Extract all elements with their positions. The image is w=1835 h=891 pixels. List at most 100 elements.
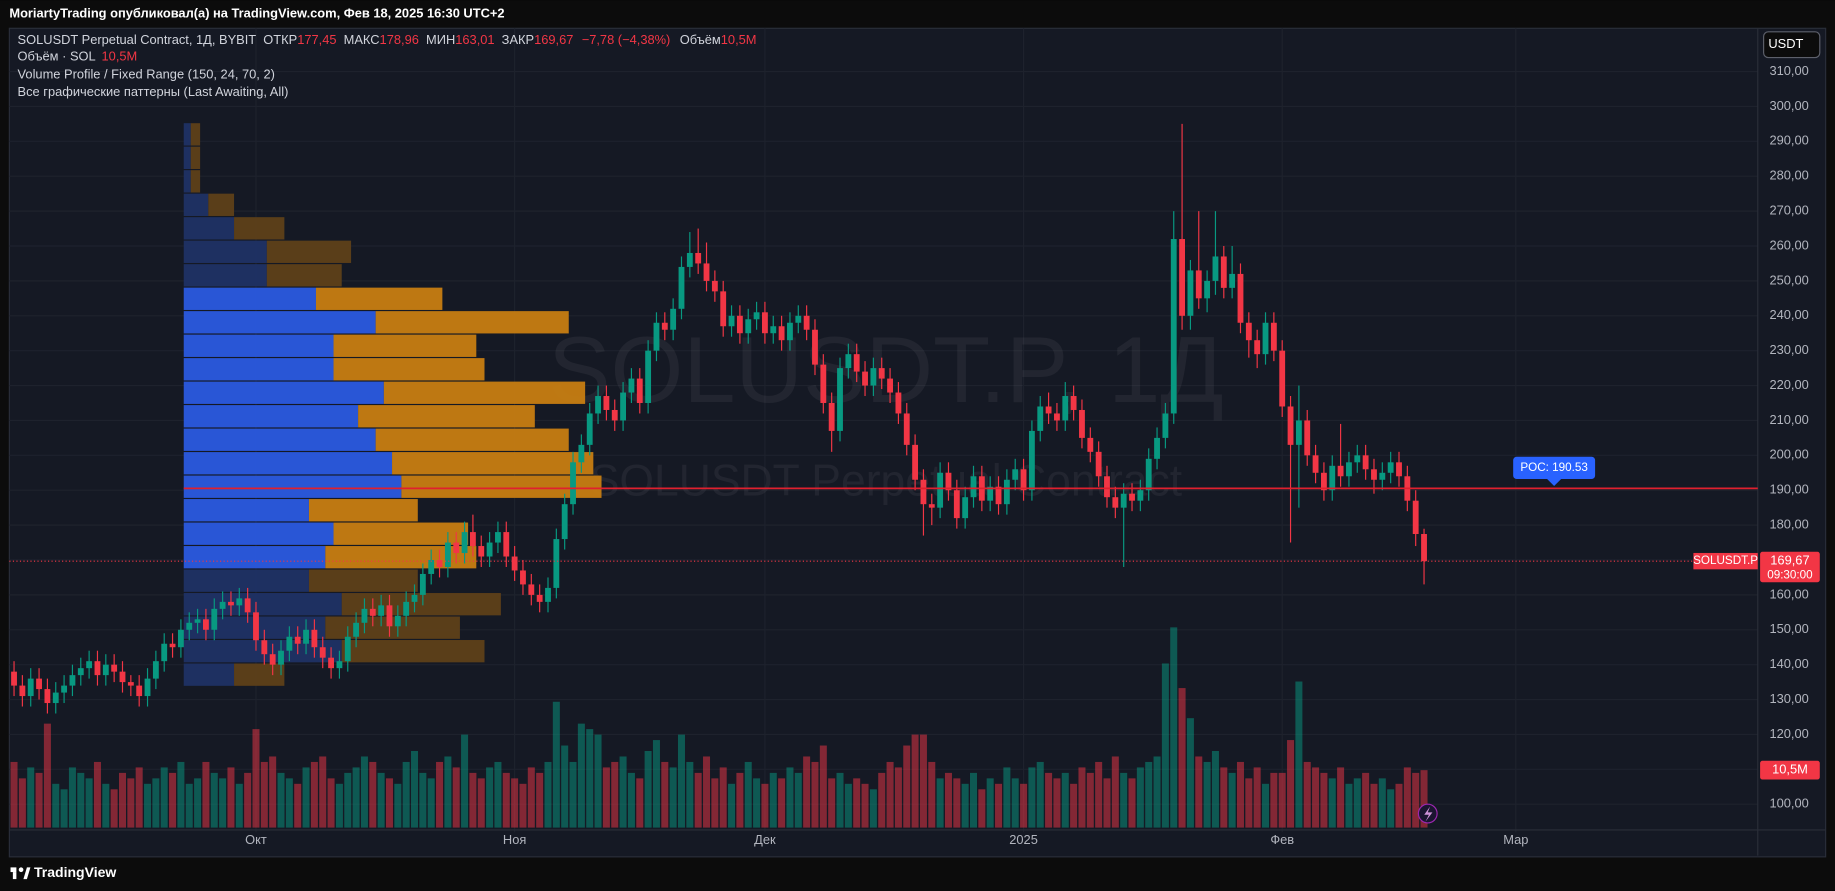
volume-bar — [77, 772, 85, 828]
volume-bar — [1337, 767, 1345, 828]
volume-bar — [819, 745, 827, 828]
volume-bar — [1095, 761, 1103, 828]
x-tick-label: Окт — [245, 832, 267, 847]
candle-body — [578, 444, 585, 463]
volume-bar — [27, 767, 35, 828]
candle-body — [1229, 273, 1236, 288]
volume-tag-box — [1760, 760, 1820, 780]
legend-high-label: МАКС — [344, 33, 380, 48]
candle-body — [1346, 462, 1352, 477]
legend-change: −7,78 (−4,38%) — [582, 33, 671, 48]
legend-open: 177,45 — [297, 33, 336, 48]
profile-up — [183, 334, 334, 357]
volume-bar — [1270, 772, 1278, 828]
x-tick-label: 2025 — [1009, 832, 1038, 847]
candle-body — [102, 664, 109, 676]
volume-bar — [10, 761, 18, 828]
volume-bar — [1220, 767, 1228, 828]
volume-bar — [627, 772, 635, 828]
candles — [11, 123, 1427, 714]
volume-bar — [1370, 783, 1378, 828]
y-tick-label: 250,00 — [1769, 272, 1808, 287]
candle-body — [1270, 322, 1277, 351]
y-tick-label: 160,00 — [1769, 586, 1808, 601]
candle-body — [152, 661, 159, 679]
candle-body — [428, 559, 435, 574]
volume-bar — [1103, 778, 1111, 828]
volume-bar — [636, 778, 644, 828]
candle-body — [995, 486, 1002, 505]
profile-up — [183, 663, 235, 686]
candle-body — [803, 315, 810, 330]
currency-button[interactable] — [1763, 31, 1821, 59]
profile-down — [333, 522, 469, 545]
volume-bar — [427, 778, 435, 828]
volume-bar — [978, 789, 986, 828]
events-bolt — [1424, 806, 1433, 822]
candle-body — [495, 532, 501, 543]
volume-bar — [1136, 767, 1144, 828]
volume-bar — [68, 767, 76, 828]
candle-body — [570, 462, 576, 505]
volume-bar — [310, 761, 318, 828]
legend-volume-label: Объём — [680, 33, 721, 48]
profile-up — [183, 146, 191, 170]
profile-up — [183, 546, 326, 569]
y-tick-label: 190,00 — [1769, 482, 1808, 497]
candle-body — [419, 573, 426, 595]
volume-bar — [828, 778, 836, 828]
candle-body — [753, 312, 760, 320]
volume-bar — [561, 745, 569, 828]
volume-bar — [744, 761, 752, 828]
volume-bar — [85, 778, 93, 828]
volume-bar — [35, 772, 43, 828]
volume-bar — [1078, 767, 1086, 828]
profile-down — [333, 358, 485, 381]
profile-down — [375, 311, 569, 334]
volume-bar — [1211, 751, 1219, 828]
candle-body — [795, 315, 802, 323]
candle-body — [1220, 256, 1227, 288]
volume-bar — [461, 734, 469, 828]
poc-label-box — [1513, 456, 1596, 480]
candle-body — [653, 322, 660, 351]
volume-bar — [319, 756, 327, 828]
volume-bar — [144, 783, 152, 828]
candle-body — [645, 350, 652, 404]
candle-body — [611, 409, 618, 421]
y-tick-label: 100,00 — [1769, 796, 1808, 811]
profile-down — [401, 475, 602, 498]
volume-bar — [861, 783, 869, 828]
candle-body — [319, 647, 326, 658]
candle-body — [378, 605, 385, 616]
candle-body — [161, 643, 168, 662]
candle-body — [878, 368, 885, 379]
candle-body — [336, 661, 343, 669]
indicator-volume: Объём · SOL 10,5M — [18, 49, 138, 64]
currency-label[interactable]: USDT — [1768, 36, 1803, 51]
candle-body — [895, 392, 902, 414]
candle-body — [1254, 340, 1261, 355]
volume-bar — [285, 778, 293, 828]
candle-body — [945, 472, 952, 491]
legend-line: SOLUSDT Perpetual Contract, 1Д, BYBIT ОТ… — [18, 33, 757, 48]
brand-logo — [10, 867, 31, 880]
candle-body — [1104, 476, 1110, 498]
profile-down — [266, 264, 342, 287]
indicator-volume-value: 10,5M — [102, 49, 138, 64]
candle-body — [1287, 406, 1294, 445]
volume-bar — [769, 772, 777, 828]
candle-body — [1145, 458, 1152, 491]
volume-bar — [953, 778, 961, 828]
volume-bar — [1320, 772, 1328, 828]
x-tick-label: Мар — [1503, 832, 1528, 847]
volume-bar — [1053, 778, 1061, 828]
candle-body — [1320, 472, 1327, 491]
volume-bar — [294, 783, 302, 828]
candle-body — [736, 315, 743, 334]
volume-bar — [269, 756, 277, 828]
candle-body — [177, 629, 184, 648]
volume-bar — [1170, 627, 1178, 828]
candle-body — [228, 601, 234, 606]
